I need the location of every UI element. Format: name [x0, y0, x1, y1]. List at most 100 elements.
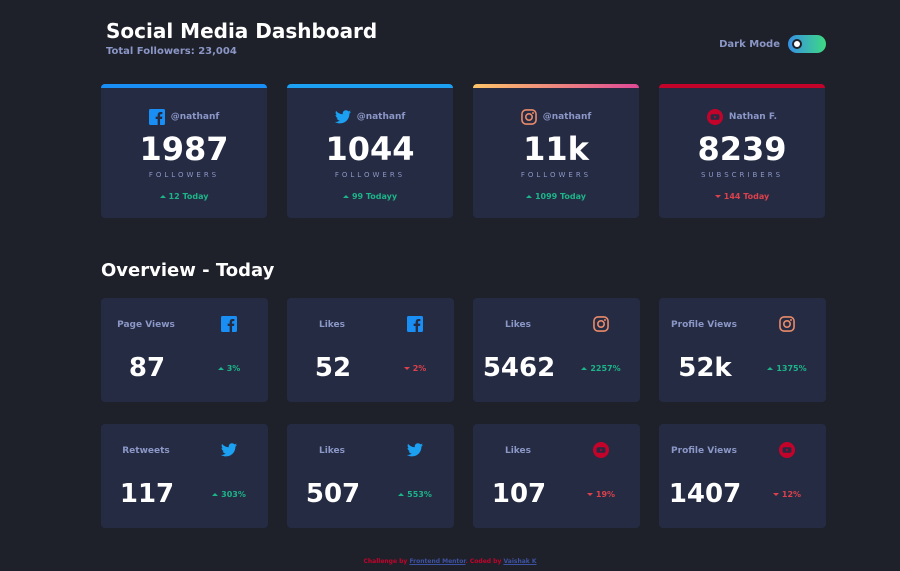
arrow-up-icon: [767, 367, 774, 370]
arrow-up-icon: [212, 493, 219, 496]
overview-change: 1375%: [762, 364, 812, 373]
overview-change: 3%: [204, 364, 254, 373]
twitter-icon: [334, 109, 351, 125]
follower-card-facebook[interactable]: @nathanf 1987 FOLLOWERS 12 Today: [101, 84, 267, 218]
overview-card-facebook-0[interactable]: Page Views 87 3%: [101, 298, 268, 402]
handle-row: @nathanf: [101, 109, 267, 125]
instagram-icon: [593, 316, 609, 336]
overview-label: Retweets: [122, 446, 170, 456]
overview-label: Likes: [318, 320, 346, 330]
today-change-text: 99 Todayy: [351, 192, 398, 201]
instagram-icon: [779, 316, 795, 336]
today-change-text: 12 Today: [168, 192, 209, 201]
overview-change-text: 19%: [595, 490, 616, 499]
overview-change: 303%: [204, 490, 254, 499]
overview-label: Page Views: [117, 320, 175, 330]
overview-label: Likes: [504, 446, 532, 456]
overview-label: Profile Views: [671, 320, 737, 330]
overview-change-text: 12%: [781, 490, 802, 499]
follower-card-youtube[interactable]: Nathan F. 8239 SUBSCRIBERS 144 Today: [659, 84, 825, 218]
follower-count: 1044: [325, 130, 415, 168]
overview-value: 87: [128, 353, 166, 383]
overview-change: 2257%: [576, 364, 626, 373]
follower-count: 1987: [139, 130, 229, 168]
overview-card-youtube-6[interactable]: Likes 107 19%: [473, 424, 640, 528]
overview-title: Overview - Today: [101, 260, 275, 281]
card-handle: @nathanf: [542, 112, 592, 122]
twitter-icon: [406, 442, 423, 462]
arrow-up-icon: [159, 195, 166, 198]
toggle-knob: [792, 39, 802, 49]
overview-value: 107: [491, 479, 547, 509]
footer-prefix: Challenge by: [363, 558, 410, 565]
overview-value: 507: [305, 479, 361, 509]
follower-unit: FOLLOWERS: [148, 171, 220, 179]
arrow-down-icon: [772, 493, 779, 496]
arrow-down-icon: [403, 367, 410, 370]
footer: Challenge by Frontend Mentor. Coded by V…: [0, 558, 900, 565]
overview-grid: Page Views 87 3% Likes 52 2% Likes 5462 …: [101, 298, 826, 528]
page-title: Social Media Dashboard: [106, 19, 378, 43]
today-change: 1099 Today: [473, 192, 639, 201]
arrow-down-icon: [714, 195, 721, 198]
arrow-up-icon: [398, 493, 405, 496]
youtube-icon: [593, 442, 609, 462]
overview-change-text: 3%: [226, 364, 241, 373]
youtube-icon: [706, 109, 723, 125]
card-accent-bar: [659, 84, 825, 88]
overview-change: 12%: [762, 490, 812, 499]
follower-card-twitter[interactable]: @nathanf 1044 FOLLOWERS 99 Todayy: [287, 84, 453, 218]
facebook-icon: [407, 316, 423, 336]
overview-card-youtube-7[interactable]: Profile Views 1407 12%: [659, 424, 826, 528]
card-handle: @nathanf: [170, 112, 220, 122]
youtube-icon: [779, 442, 795, 462]
facebook-icon: [148, 109, 165, 125]
overview-label: Profile Views: [671, 446, 737, 456]
overview-card-facebook-1[interactable]: Likes 52 2%: [287, 298, 454, 402]
arrow-down-icon: [586, 493, 593, 496]
handle-row: @nathanf: [287, 109, 453, 125]
today-change: 99 Todayy: [287, 192, 453, 201]
arrow-up-icon: [581, 367, 588, 370]
overview-change-text: 2257%: [590, 364, 621, 373]
dark-mode-toggle[interactable]: [788, 35, 826, 53]
overview-value: 1407: [668, 479, 742, 509]
overview-change-text: 2%: [412, 364, 427, 373]
overview-value: 117: [119, 479, 175, 509]
overview-value: 52: [314, 353, 352, 383]
follower-unit: SUBSCRIBERS: [700, 171, 784, 179]
today-change: 12 Today: [101, 192, 267, 201]
today-change: 144 Today: [659, 192, 825, 201]
card-accent-bar: [287, 84, 453, 88]
footer-middle: . Coded by: [465, 558, 504, 565]
card-handle: Nathan F.: [728, 112, 778, 122]
frontend-mentor-link[interactable]: Frontend Mentor: [409, 558, 466, 565]
facebook-icon: [221, 316, 237, 336]
author-link[interactable]: Vaishak K: [503, 558, 537, 565]
overview-change-text: 553%: [407, 490, 432, 499]
overview-change: 553%: [390, 490, 440, 499]
overview-change: 2%: [390, 364, 440, 373]
overview-card-instagram-3[interactable]: Profile Views 52k 1375%: [659, 298, 826, 402]
overview-card-twitter-5[interactable]: Likes 507 553%: [287, 424, 454, 528]
arrow-up-icon: [342, 195, 349, 198]
total-followers: Total Followers: 23,004: [106, 46, 237, 57]
follower-count: 11k: [523, 130, 589, 168]
card-handle: @nathanf: [356, 112, 406, 122]
card-accent-bar: [473, 84, 639, 88]
handle-row: Nathan F.: [659, 109, 825, 125]
overview-label: Likes: [318, 446, 346, 456]
follower-count: 8239: [697, 130, 787, 168]
today-change-text: 1099 Today: [534, 192, 587, 201]
overview-value: 5462: [482, 353, 556, 383]
follower-unit: FOLLOWERS: [520, 171, 592, 179]
instagram-icon: [520, 109, 537, 125]
overview-change: 19%: [576, 490, 626, 499]
overview-card-instagram-2[interactable]: Likes 5462 2257%: [473, 298, 640, 402]
overview-card-twitter-4[interactable]: Retweets 117 303%: [101, 424, 268, 528]
follower-card-instagram[interactable]: @nathanf 11k FOLLOWERS 1099 Today: [473, 84, 639, 218]
header: Social Media Dashboard Total Followers: …: [106, 19, 377, 57]
dark-mode-toggle-group: Dark Mode: [719, 35, 826, 53]
arrow-up-icon: [217, 367, 224, 370]
twitter-icon: [220, 442, 237, 462]
